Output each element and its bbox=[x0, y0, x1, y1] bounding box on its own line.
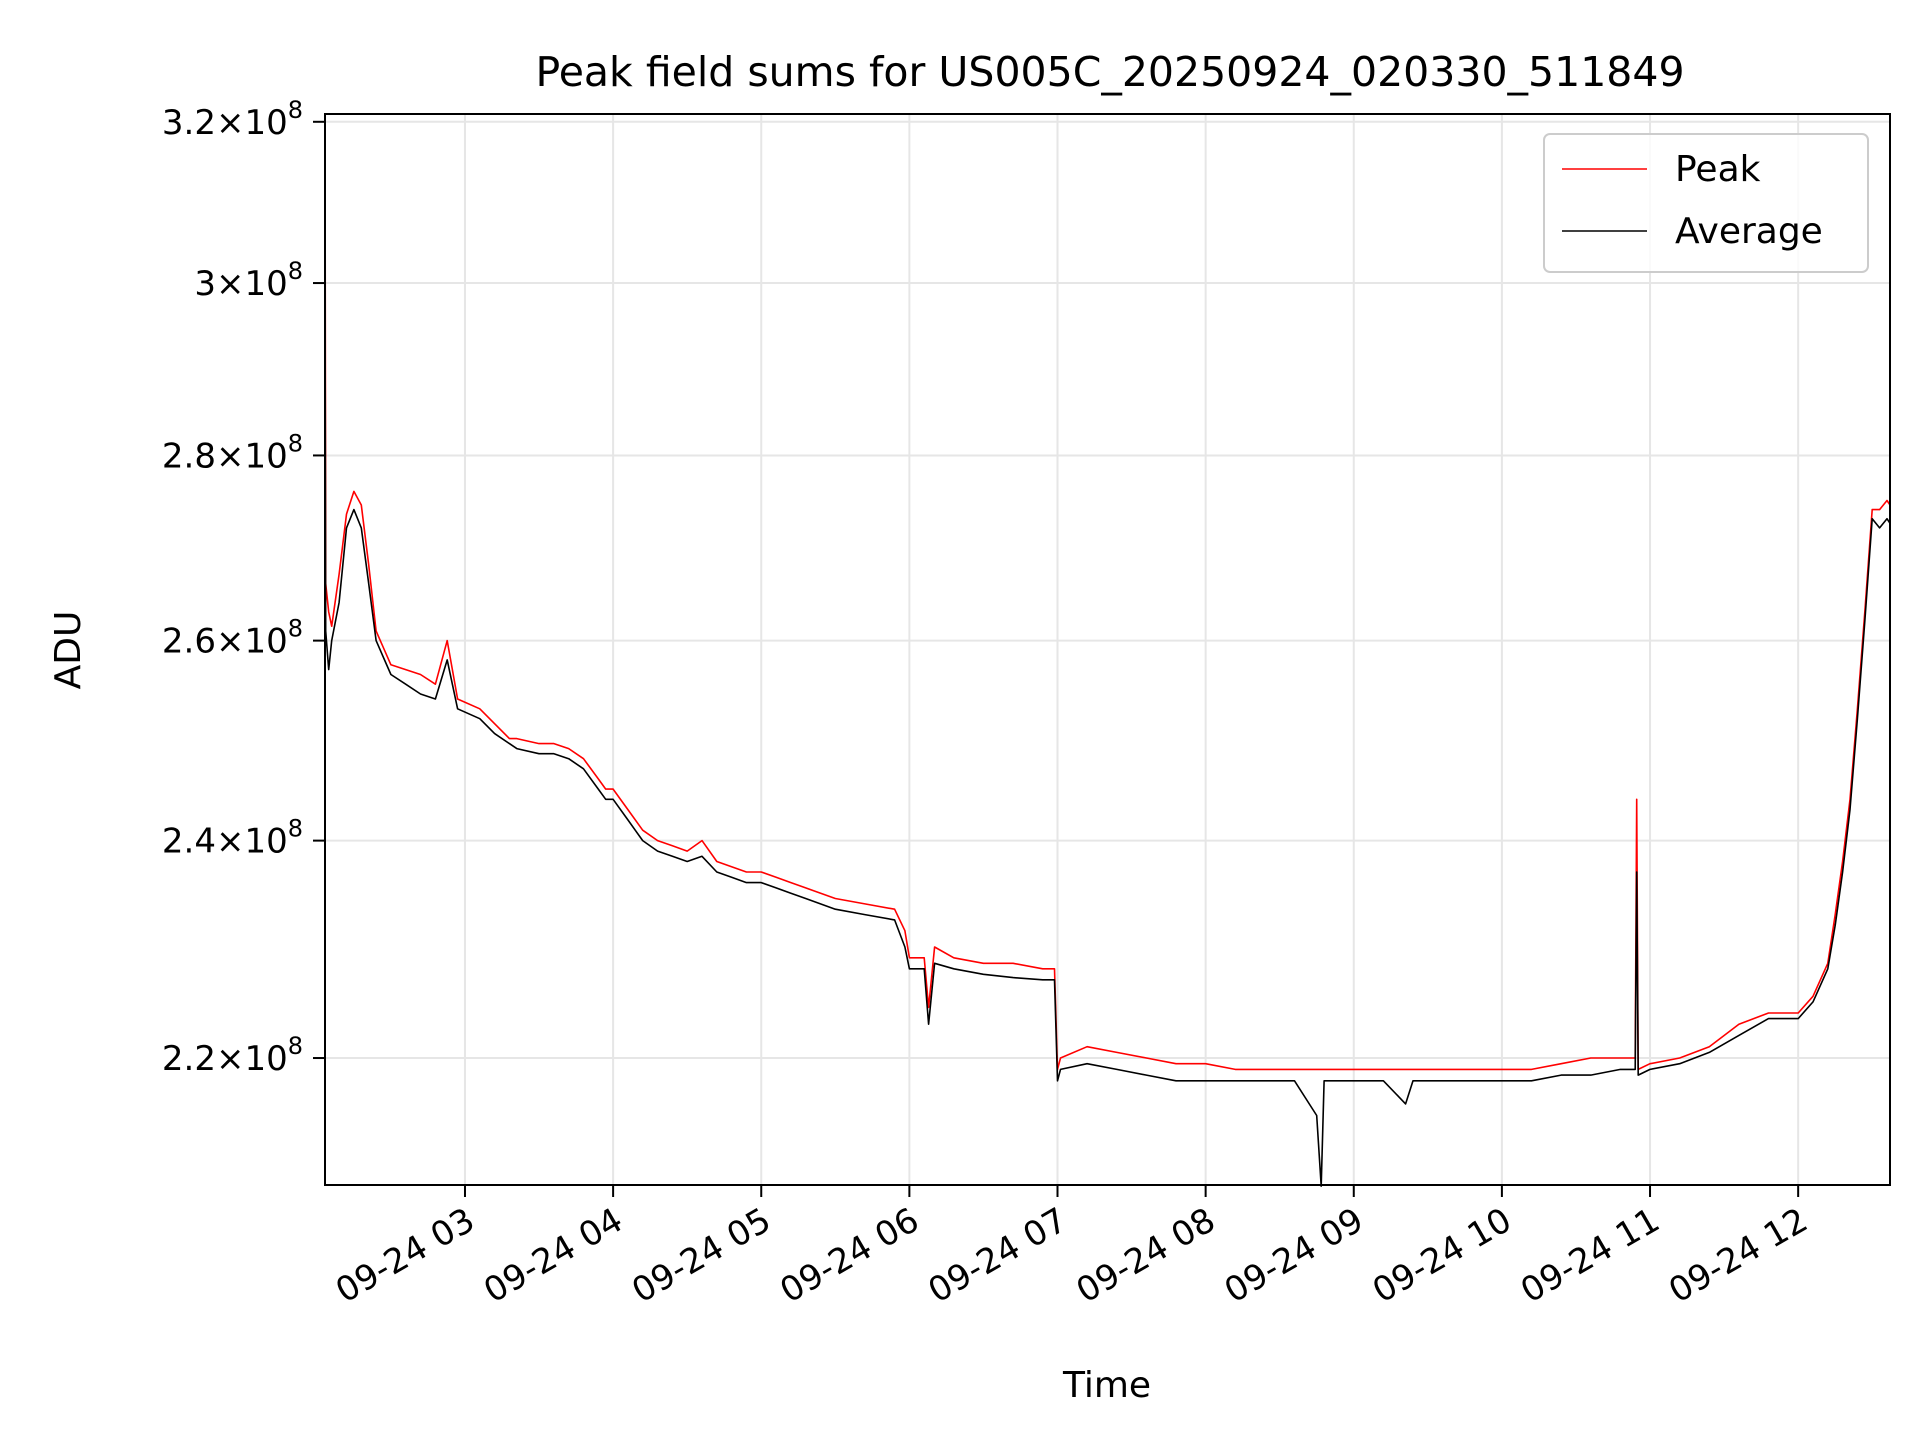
y-tick-label: 2.6×108 bbox=[162, 615, 303, 662]
y-tick-label: 2.4×108 bbox=[162, 815, 303, 862]
series-line-average bbox=[324, 283, 1891, 1187]
plot-frame bbox=[324, 113, 1891, 1186]
legend-average-label: Average bbox=[1675, 211, 1823, 252]
series-line-peak bbox=[324, 113, 1891, 1071]
x-axis-label: Time bbox=[1062, 1365, 1151, 1406]
legend-peak-label: Peak bbox=[1675, 149, 1761, 190]
chart-title: Peak field sums for US005C_20250924_0203… bbox=[535, 48, 1684, 96]
y-axis-label: ADU bbox=[48, 611, 89, 690]
legend: Peak Average bbox=[1543, 133, 1869, 273]
y-axis-ticks: 2.2×108 2.4×108 2.6×108 2.8×108 3×108 3.2×108 bbox=[162, 96, 325, 1079]
plot-series bbox=[324, 113, 1891, 1187]
y-tick-label: 2.8×108 bbox=[162, 429, 303, 476]
y-tick-label: 2.2×108 bbox=[162, 1032, 303, 1079]
y-tick-label: 3.2×108 bbox=[162, 96, 303, 143]
y-tick-label: 3×108 bbox=[194, 257, 303, 304]
